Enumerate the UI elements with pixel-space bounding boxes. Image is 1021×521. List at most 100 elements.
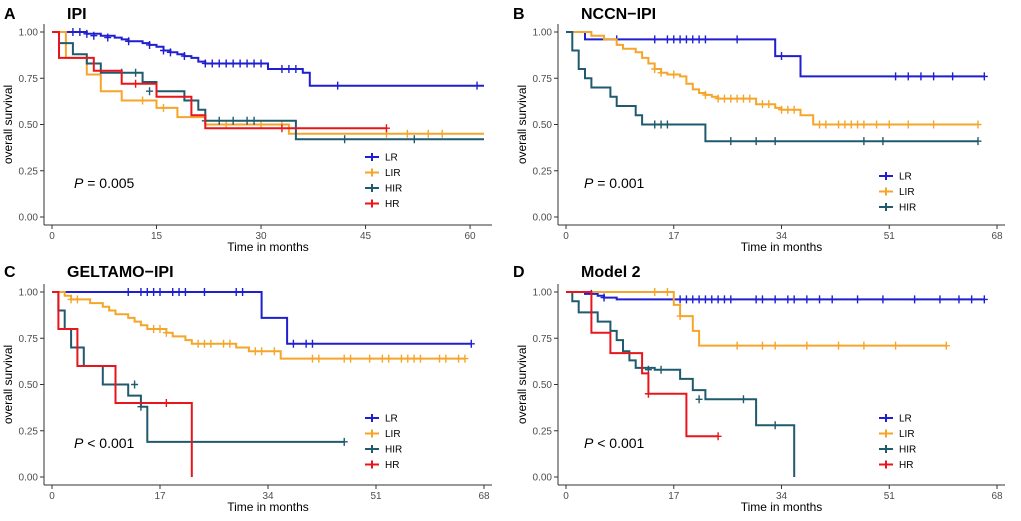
y-tick-label: 0.50 bbox=[19, 120, 39, 131]
legend-key-hr bbox=[365, 199, 379, 208]
censor-mark-lir bbox=[778, 105, 785, 114]
y-axis-title: overall survival bbox=[515, 345, 529, 424]
panel-a: A IPI 0 15 30 45 60 0.00 0.25 0.50 0.75 1.00 Time in… bbox=[1, 6, 492, 254]
censor-mark-lr bbox=[803, 295, 811, 304]
censor-mark-lir bbox=[873, 120, 881, 129]
x-tick-label: 51 bbox=[884, 231, 896, 242]
censor-mark-lr bbox=[137, 288, 145, 296]
censor-mark-lr bbox=[76, 28, 84, 36]
censor-mark-hir bbox=[657, 120, 665, 129]
y-tick-label: 1.00 bbox=[19, 288, 39, 299]
censor-mark-lr bbox=[689, 35, 697, 44]
censor-mark-lr bbox=[676, 295, 684, 304]
censor-mark-lir bbox=[727, 94, 735, 103]
panel-letter: D bbox=[513, 264, 525, 281]
y-tick-label: 1.00 bbox=[533, 28, 553, 39]
censor-mark-lir bbox=[397, 354, 405, 363]
censor-mark-hr bbox=[132, 79, 140, 88]
censor-mark-lr bbox=[968, 295, 976, 304]
censor-mark-hir bbox=[974, 137, 982, 146]
censor-mark-lr bbox=[714, 295, 722, 304]
censor-mark-lr bbox=[784, 295, 792, 304]
censor-mark-lir bbox=[733, 94, 741, 103]
survival-curve-lir bbox=[566, 31, 978, 126]
censor-mark-lir bbox=[714, 94, 722, 103]
x-tick-label: 30 bbox=[255, 231, 267, 242]
censor-mark-lir bbox=[860, 341, 868, 350]
censor-mark-lr bbox=[215, 59, 223, 68]
censor-mark-hir bbox=[657, 365, 665, 374]
censor-mark-lir bbox=[207, 339, 215, 348]
survival-curve-hir bbox=[566, 31, 978, 143]
censor-mark-hir bbox=[663, 120, 671, 129]
y-tick-label: 0.00 bbox=[533, 473, 553, 484]
y-tick-label: 1.00 bbox=[533, 288, 553, 299]
censor-mark-hir bbox=[651, 120, 659, 129]
censor-mark-lir bbox=[822, 120, 830, 129]
censor-mark-lr bbox=[854, 295, 862, 304]
censor-mark-lr bbox=[708, 295, 716, 304]
censor-mark-lir bbox=[670, 70, 678, 79]
y-tick-label: 0.75 bbox=[533, 334, 553, 345]
panel-title: IPI bbox=[67, 6, 87, 23]
censor-mark-lir bbox=[657, 68, 665, 77]
censor-mark-lir bbox=[461, 354, 469, 363]
censor-mark-hir bbox=[727, 137, 735, 146]
censor-mark-lr bbox=[208, 59, 216, 68]
censor-mark-lr bbox=[816, 295, 824, 304]
censor-mark-hir bbox=[771, 137, 779, 146]
censor-mark-lr bbox=[980, 295, 988, 304]
censor-mark-lir bbox=[194, 339, 202, 348]
y-tick-label: 0.00 bbox=[19, 213, 39, 224]
censor-mark-lr bbox=[917, 72, 925, 81]
censor-mark-lir bbox=[790, 105, 798, 114]
censor-mark-lr bbox=[663, 35, 671, 44]
censor-mark-lr bbox=[143, 288, 151, 296]
censor-mark-lr bbox=[733, 35, 741, 44]
censor-mark-lir bbox=[892, 341, 900, 350]
censor-mark-hir bbox=[771, 421, 779, 430]
legend-key-lr bbox=[365, 153, 379, 161]
censor-mark-lir bbox=[308, 354, 316, 363]
censor-mark-lr bbox=[701, 295, 709, 304]
x-tick-label: 60 bbox=[465, 231, 477, 242]
panel-b: B NCCN−IPI 0 17 34 51 68 0.00 0.25 0.50 0.75 1.00 Ti… bbox=[513, 6, 1005, 254]
legend-label-hir: HIR bbox=[899, 203, 916, 214]
censor-mark-hir bbox=[879, 137, 887, 146]
censor-mark-lir bbox=[139, 96, 147, 105]
p-value-text: P = 0.001 bbox=[584, 175, 645, 191]
censor-mark-hir bbox=[132, 68, 140, 77]
censor-mark-lr bbox=[181, 288, 189, 296]
censor-mark-lr bbox=[727, 295, 735, 304]
censor-mark-lr bbox=[200, 288, 208, 296]
survival-curve-lir bbox=[52, 31, 484, 135]
censor-mark-lr bbox=[83, 29, 91, 38]
survival-curve-hr bbox=[566, 291, 719, 438]
y-tick-label: 0.25 bbox=[533, 426, 553, 437]
censor-mark-lir bbox=[739, 94, 747, 103]
censor-mark-hr bbox=[644, 389, 652, 398]
y-axis-title: overall survival bbox=[515, 85, 529, 164]
censor-mark-lr bbox=[904, 72, 912, 81]
y-tick-label: 0.50 bbox=[19, 380, 39, 391]
y-tick-label: 0.50 bbox=[533, 120, 553, 131]
x-tick-label: 0 bbox=[563, 491, 569, 502]
legend-label-lr: LR bbox=[385, 414, 398, 425]
legend-label-lr: LR bbox=[899, 414, 912, 425]
censor-mark-lr bbox=[292, 65, 300, 73]
censor-mark-lir bbox=[200, 339, 208, 348]
x-axis-title: Time in months bbox=[741, 240, 823, 254]
p-value-text: P < 0.001 bbox=[584, 435, 645, 451]
censor-mark-lir bbox=[67, 295, 75, 304]
censor-mark-lr bbox=[720, 295, 728, 304]
censor-mark-lir bbox=[771, 341, 779, 350]
censor-mark-lr bbox=[682, 35, 690, 44]
censor-mark-lir bbox=[385, 354, 393, 363]
censor-mark-lir bbox=[835, 120, 843, 129]
censor-mark-lr bbox=[201, 59, 209, 68]
censor-mark-lir bbox=[676, 312, 684, 321]
legend-key-hir bbox=[879, 445, 893, 453]
legend-key-lr bbox=[365, 414, 379, 422]
x-tick-label: 17 bbox=[668, 491, 680, 502]
